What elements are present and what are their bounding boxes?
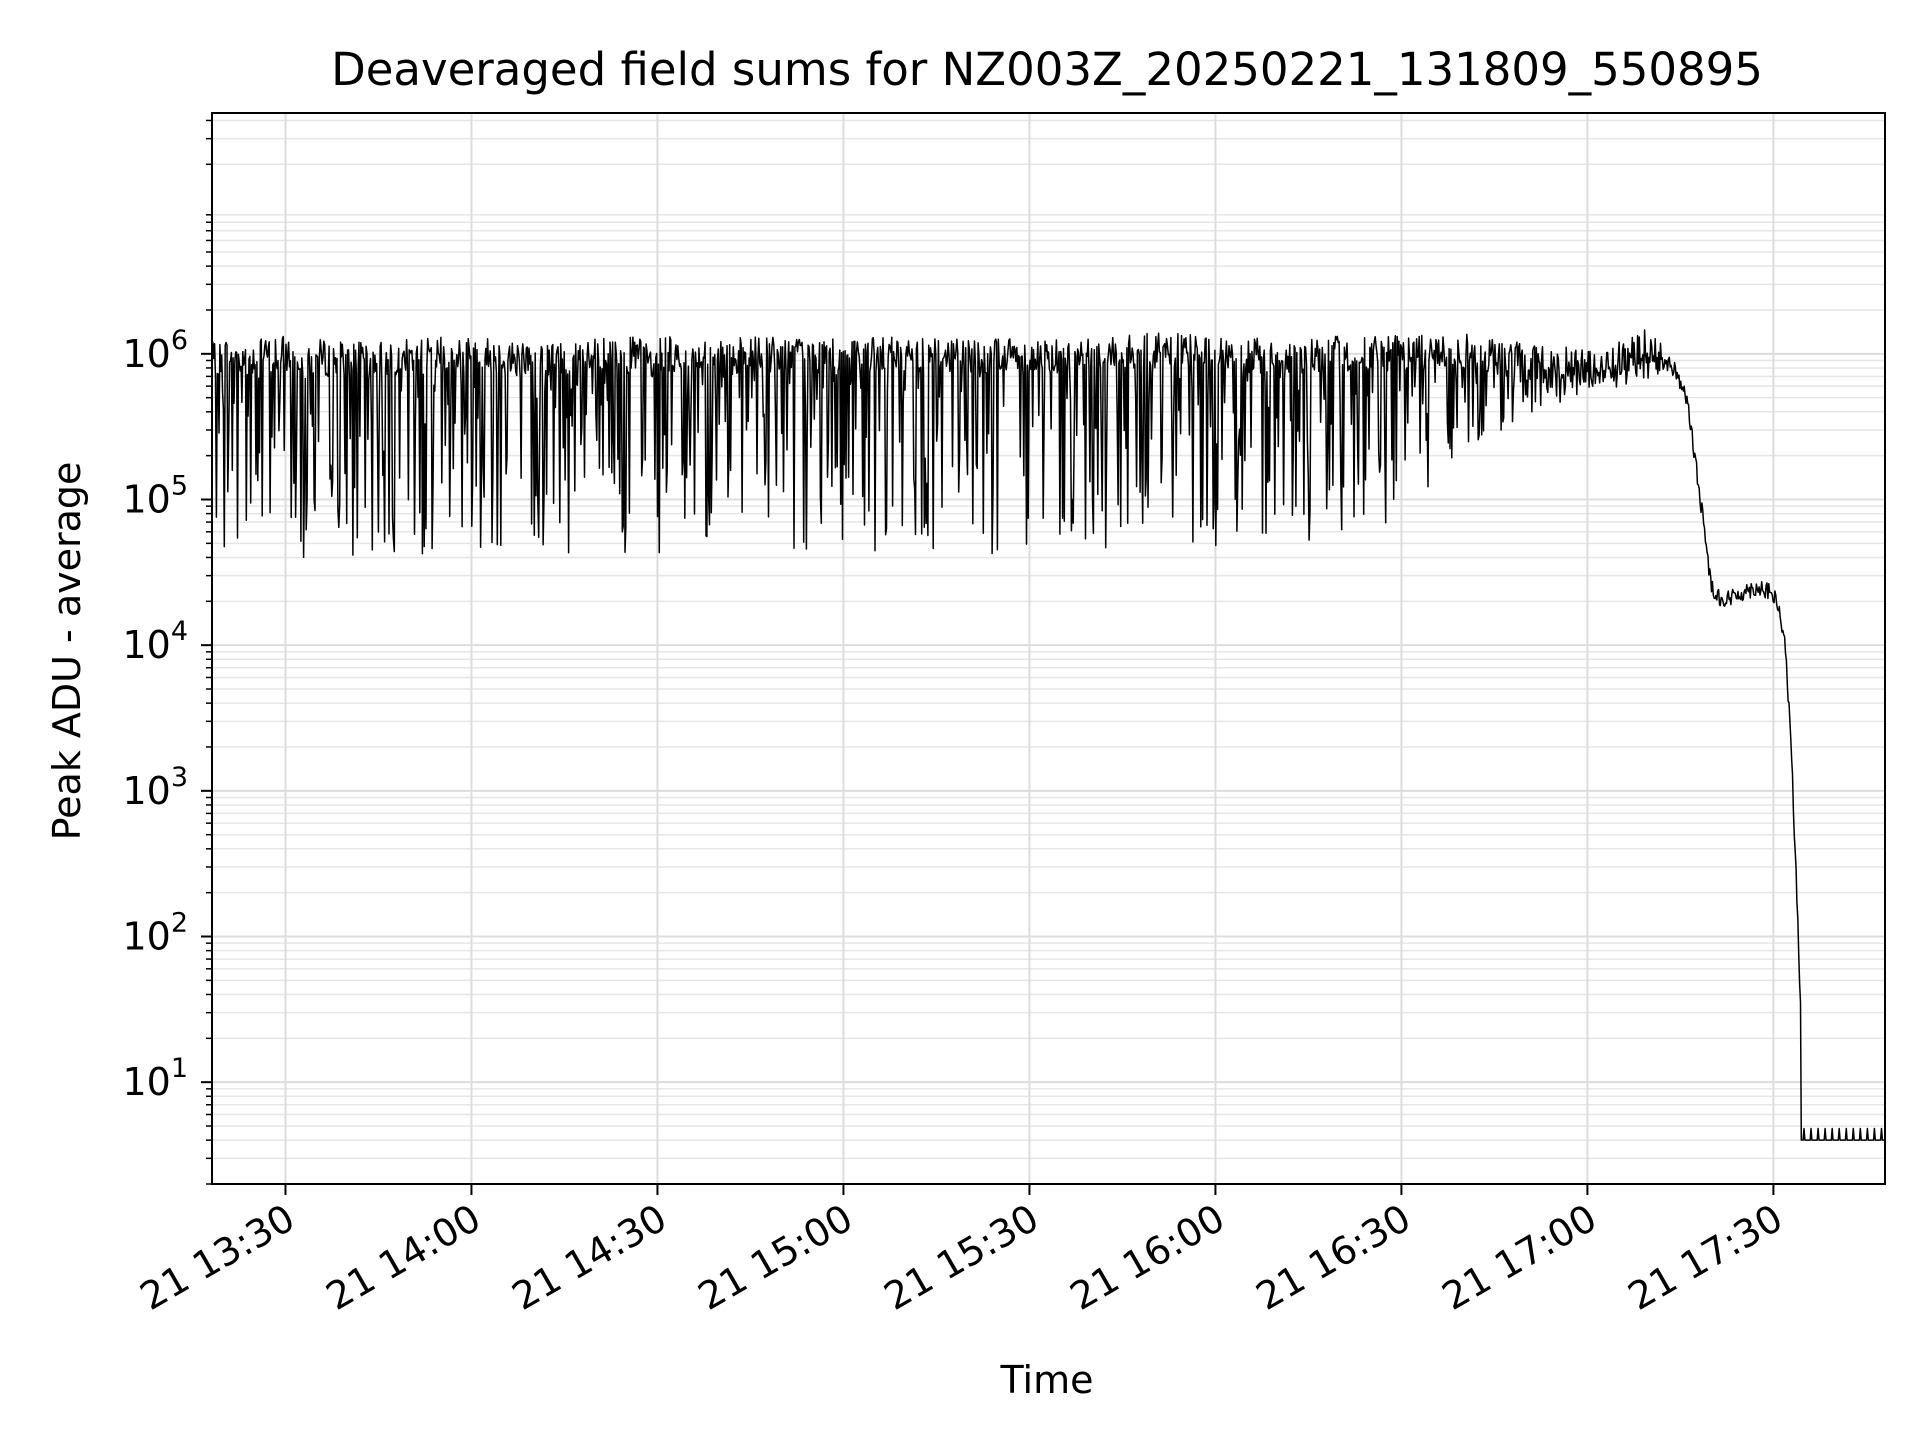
y-tick-base: 10: [122, 769, 170, 813]
y-tick-base: 10: [122, 1060, 170, 1104]
data-layer: [211, 329, 1885, 1141]
y-tick-base: 10: [122, 332, 170, 376]
y-tick-exponent: 6: [171, 325, 188, 356]
y-tick-exponent: 1: [171, 1053, 188, 1084]
y-tick-label: 102: [122, 908, 188, 959]
y-tick-label: 104: [122, 616, 188, 667]
y-tick-exponent: 2: [171, 908, 188, 939]
grid: [212, 113, 1885, 1185]
y-tick-base: 10: [122, 623, 170, 667]
y-axis-label: Peak ADU - average: [45, 462, 89, 841]
y-tick-base: 10: [122, 477, 170, 521]
y-tick-label: 101: [122, 1053, 188, 1104]
y-tick-label: 105: [122, 470, 188, 521]
x-axis-label: Time: [1000, 1358, 1094, 1402]
chart-title: Deaveraged field sums for NZ003Z_2025022…: [331, 43, 1763, 96]
y-tick-exponent: 5: [171, 470, 188, 501]
y-tick-label: 103: [122, 762, 188, 813]
series-line: [211, 329, 1885, 1141]
y-tick-exponent: 4: [171, 616, 188, 647]
y-tick-label: 106: [122, 325, 188, 376]
y-tick-exponent: 3: [171, 762, 188, 793]
y-tick-base: 10: [122, 915, 170, 959]
plot-frame: [211, 112, 1886, 1185]
